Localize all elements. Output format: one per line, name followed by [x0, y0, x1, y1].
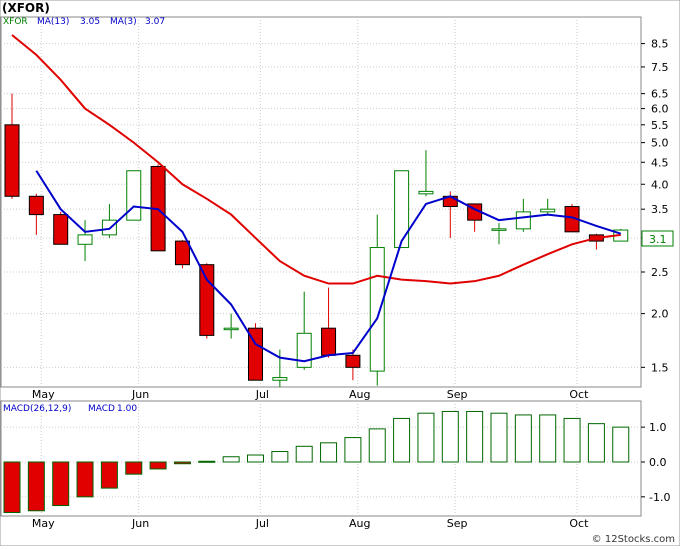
macd-legend-name: MACD(26,12,9) — [3, 404, 71, 414]
macd-tick-label: 0.0 — [649, 456, 667, 469]
macd-bar — [612, 426, 630, 463]
candle-body — [174, 240, 190, 266]
price-tick-label: 7.5 — [651, 61, 669, 74]
price-tick-label: 6.0 — [651, 103, 669, 116]
last-price-box — [641, 230, 674, 247]
price-tick-label: 6.5 — [651, 88, 669, 101]
macd-bar — [539, 414, 557, 463]
macd-bar — [320, 442, 338, 463]
chart-title: (XFOR) — [2, 1, 50, 15]
legend-ticker: XFOR — [3, 17, 28, 27]
month-label: Sep — [447, 388, 468, 401]
macd-bar — [222, 456, 240, 463]
macd-bar — [417, 412, 435, 463]
macd-bar — [368, 428, 386, 463]
candle-body — [53, 214, 69, 245]
candle-body — [272, 377, 288, 381]
candle-body — [248, 327, 263, 381]
legend: (XFOR) XFOR MA(13) 3.05 MA(3) 3.07 MACD(… — [2, 1, 165, 414]
macd-bar — [271, 451, 289, 463]
candle-body — [4, 124, 20, 197]
candle-body — [223, 327, 239, 331]
macd-bar — [76, 461, 94, 498]
price-tick-label: 3.5 — [651, 203, 669, 216]
ma3-line — [35, 170, 622, 363]
macd-bar — [490, 412, 508, 463]
month-label: May — [32, 388, 55, 401]
moving-average-lines — [11, 34, 622, 363]
candle-body — [418, 190, 434, 195]
candle-body — [491, 228, 507, 231]
ma13-line — [11, 34, 621, 285]
macd-panel-frame — [0, 400, 642, 517]
candle-body — [321, 327, 337, 356]
macd-bar — [52, 461, 70, 507]
macd-histogram — [3, 410, 630, 514]
macd-bar — [514, 414, 532, 463]
price-panel-frame — [0, 16, 642, 388]
candle-body — [345, 354, 361, 368]
legend-ma3-name: MA(3) — [110, 17, 137, 27]
candle-body — [28, 195, 44, 216]
macd-bar — [247, 454, 264, 463]
legend-ma3-value: 3.07 — [145, 17, 165, 27]
candle-body — [296, 332, 312, 368]
macd-bar — [173, 461, 191, 465]
macd-bar — [295, 445, 313, 463]
macd-bar — [393, 417, 411, 463]
macd-bar — [198, 460, 216, 463]
candle-body — [126, 170, 142, 221]
macd-tick-label: 1.0 — [649, 421, 667, 434]
candle-body — [369, 247, 385, 372]
candle-body — [394, 170, 410, 249]
price-tick-label: 5.5 — [651, 119, 669, 132]
month-label: Jun — [131, 517, 149, 530]
macd-bar — [344, 437, 362, 463]
price-tick-label: 8.5 — [651, 38, 669, 51]
macd-bar — [149, 461, 167, 470]
macd-tick-label: -1.0 — [649, 491, 670, 504]
price-tick-label: 4.5 — [651, 156, 669, 169]
candlesticks — [4, 93, 629, 387]
month-label: Jul — [255, 388, 269, 401]
macd-bar — [3, 461, 21, 514]
month-label: Oct — [569, 517, 589, 530]
candle-body — [199, 264, 215, 336]
macd-bar — [27, 461, 45, 512]
month-label: Oct — [569, 388, 589, 401]
month-label: Jun — [131, 388, 149, 401]
candle-body — [515, 211, 531, 230]
price-tick-label: 5.0 — [651, 137, 669, 150]
month-label: Aug — [349, 517, 370, 530]
macd-legend-label: MACD — [88, 404, 115, 414]
price-tick-label: 1.5 — [651, 361, 669, 374]
macd-bar — [587, 423, 605, 463]
legend-ma13-name: MA(13) — [37, 17, 69, 27]
month-label: Aug — [349, 388, 370, 401]
month-label: Jul — [255, 517, 269, 530]
macd-bar — [466, 410, 484, 463]
candle-body — [77, 234, 93, 245]
last-price-tag: 3.1 — [641, 230, 674, 247]
month-label: Sep — [447, 517, 468, 530]
macd-bar — [125, 461, 143, 475]
candle-body — [540, 208, 556, 213]
legend-ma13-value: 3.05 — [80, 17, 100, 27]
last-price-label: 3.1 — [649, 233, 667, 246]
macd-legend-value: 1.00 — [117, 404, 137, 414]
price-tick-label: 4.0 — [651, 178, 669, 191]
macd-bar — [563, 417, 581, 463]
price-tick-label: 2.0 — [651, 308, 669, 321]
watermark: © 12Stocks.com — [592, 534, 675, 545]
macd-bar — [441, 410, 459, 463]
price-tick-label: 2.5 — [651, 266, 669, 279]
macd-bar — [100, 461, 118, 489]
month-label: May — [32, 517, 55, 530]
